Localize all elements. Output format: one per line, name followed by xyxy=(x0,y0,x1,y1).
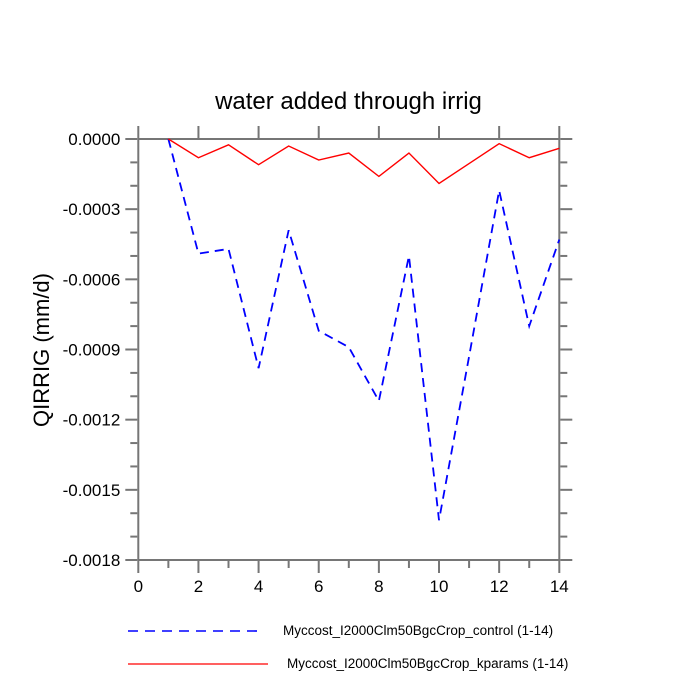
legend-line-sample-control xyxy=(128,630,264,632)
x-tick-label: 0 xyxy=(134,577,143,596)
y-tick-label: -0.0003 xyxy=(63,200,121,219)
y-tick-label: -0.0006 xyxy=(63,270,121,289)
legend-item-control: Myccost_I2000Clm50BgcCrop_control (1-14) xyxy=(127,623,554,639)
legend-line-sample-kparams xyxy=(128,663,268,665)
chart-title: water added through irrig xyxy=(215,88,482,115)
plot-frame xyxy=(137,138,561,561)
series-line-0 xyxy=(167,138,561,521)
x-tick-label: 2 xyxy=(194,577,203,596)
legend-label-control: Myccost_I2000Clm50BgcCrop_control (1-14) xyxy=(283,623,554,639)
x-tick-label: 12 xyxy=(490,577,509,596)
x-tick-label: 4 xyxy=(254,577,263,596)
legend-item-kparams: Myccost_I2000Clm50BgcCrop_kparams (1-14) xyxy=(127,656,569,672)
x-tick-label: 10 xyxy=(430,577,449,596)
x-tick-label: 14 xyxy=(550,577,569,596)
y-tick-label: -0.0012 xyxy=(63,411,121,430)
x-tick-label: 6 xyxy=(314,577,323,596)
y-tick-label: -0.0018 xyxy=(63,551,121,570)
x-tick-label: 8 xyxy=(374,577,383,596)
y-tick-label: 0.0000 xyxy=(68,130,120,149)
legend-label-kparams: Myccost_I2000Clm50BgcCrop_kparams (1-14) xyxy=(287,656,569,672)
y-tick-label: -0.0009 xyxy=(63,341,121,360)
y-tick-label: -0.0015 xyxy=(63,481,121,500)
series-line-1 xyxy=(168,138,560,185)
